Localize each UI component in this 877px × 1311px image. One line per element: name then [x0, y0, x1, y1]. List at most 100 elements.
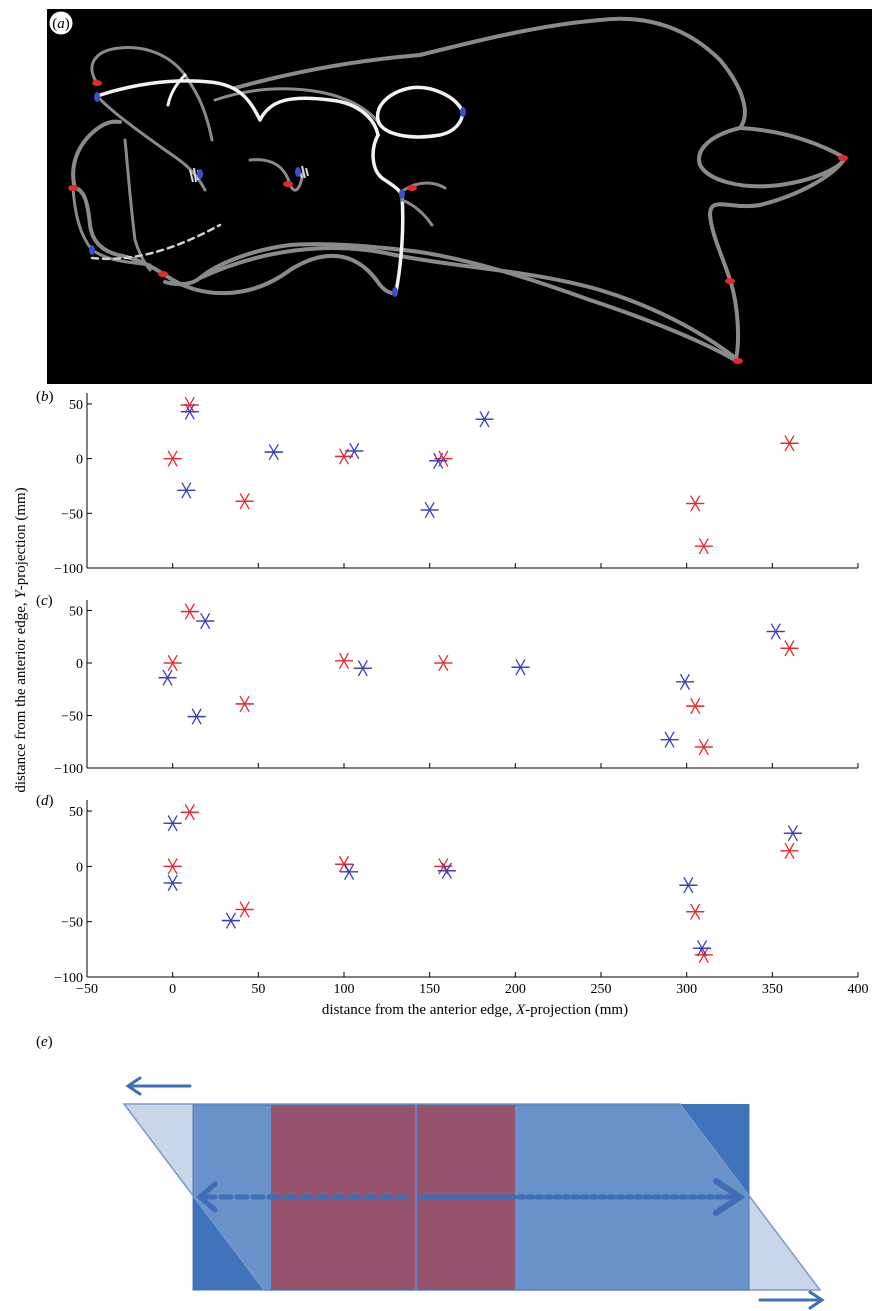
landmark-blue: [460, 107, 466, 117]
pb-point-red: [694, 538, 713, 555]
pd-y-tick-label: −50: [61, 916, 83, 931]
pd-point-blue: [437, 862, 456, 879]
pd-point-blue: [693, 940, 712, 957]
pc-point-blue: [187, 708, 206, 725]
pd-point-blue: [163, 815, 182, 832]
vessel-right-loop: [697, 126, 847, 189]
pd-point-red: [694, 946, 713, 963]
pb-point-red: [235, 493, 254, 510]
landmark-blue: [399, 189, 405, 199]
pd-point-red: [163, 858, 182, 875]
pd-y-tick-label: −100: [54, 971, 83, 986]
vessel-lower-left: [71, 119, 167, 277]
landmark-red: [407, 185, 417, 191]
vessel-bottom-arch: [163, 253, 397, 296]
vessel-left-top: [90, 45, 214, 142]
pb-point-blue: [177, 482, 196, 499]
pd-x-tick-label: 100: [334, 982, 355, 997]
pd-y-tick-label: 50: [69, 805, 83, 820]
landmark-red: [158, 271, 168, 277]
pb-y-tick-label: −100: [54, 562, 83, 577]
pc-point-red: [694, 738, 713, 756]
vessel-tracing: [71, 16, 847, 362]
vessel-left-branch: [95, 94, 207, 192]
pb-point-red: [180, 396, 199, 414]
scatter-panel-b: −100 −50 0 50: [54, 393, 859, 577]
panel-d-label: (d): [36, 793, 54, 809]
shear-arrow-top: [125, 1076, 192, 1096]
pb-point-blue: [264, 443, 283, 461]
landmark-red: [92, 80, 102, 86]
pb-point-blue: [420, 501, 439, 519]
pc-point-blue: [353, 660, 372, 677]
pc-point-blue: [158, 669, 177, 686]
pc-point-red: [434, 654, 453, 672]
pc-point-blue: [511, 659, 530, 676]
pd-x-tick-label: 350: [762, 982, 783, 997]
pc-point-red: [335, 652, 353, 670]
vessel-bottom-sweep: [198, 246, 740, 362]
landmark-red: [838, 155, 848, 161]
band-diagonal-left: [123, 1103, 265, 1291]
pb-point-blue: [180, 403, 199, 420]
image-background: [47, 9, 872, 384]
pc-y-tick-label: −100: [54, 762, 83, 777]
pb-y-tick-label: −50: [61, 507, 83, 522]
pc-point-red: [235, 695, 254, 713]
vessel-small-branch-2: [400, 198, 434, 227]
pd-x-tick-label: 0: [169, 982, 176, 997]
pd-point-blue: [163, 874, 182, 892]
landmark-blue: [295, 167, 301, 177]
vessel-bright-vertical: [371, 133, 405, 294]
pb-point-blue: [475, 411, 494, 428]
panel-a-image: (a): [47, 9, 872, 384]
pd-x-tick-label: 50: [251, 982, 265, 997]
landmark-blue: [197, 169, 203, 179]
pc-point-red: [780, 640, 799, 657]
panel-e-label: (e): [36, 1034, 53, 1050]
pd-x-tick-label: 250: [591, 982, 612, 997]
pd-point-blue: [783, 825, 802, 842]
pb-point-red: [686, 495, 705, 512]
vessel-left-vertical: [123, 138, 152, 272]
pb-point-blue: [429, 452, 448, 469]
pd-y-tick-label: 0: [76, 860, 83, 875]
landmark-blue: [89, 245, 95, 255]
pb-point-blue: [345, 442, 364, 460]
pb-y-tick-label: 0: [76, 453, 83, 468]
pb-point-red: [163, 450, 182, 467]
pd-x-tick-label: 400: [848, 982, 869, 997]
landmark-red: [725, 278, 735, 284]
pc-y-tick-label: −50: [61, 710, 83, 725]
pd-point-blue: [221, 912, 240, 929]
panel-c-label: (c): [36, 593, 53, 609]
shared-y-axis-label: distance from the anterior edge, Y-proje…: [13, 487, 29, 792]
landmark-blue: [94, 92, 100, 102]
landmark-blue: [392, 287, 398, 297]
pc-point-blue: [675, 673, 694, 691]
landmarks-blue: [89, 92, 466, 297]
pc-y-tick-label: 50: [69, 605, 83, 620]
landmark-red: [68, 185, 78, 191]
pd-point-blue: [340, 863, 359, 881]
panel-a-label: (a): [52, 16, 70, 32]
pd-point-red: [235, 901, 254, 918]
pb-y-tick-label: 50: [69, 398, 83, 413]
vessel-bright-left: [166, 73, 187, 107]
dashed-double-arrow: [196, 1178, 746, 1216]
pd-point-red: [780, 842, 799, 860]
pd-x-tick-label: 150: [419, 982, 440, 997]
band-diagonal-right: [679, 1103, 821, 1291]
pd-point-red: [686, 903, 705, 920]
shear-arrow-bottom: [758, 1290, 825, 1310]
landmark-red: [733, 358, 743, 364]
pc-point-red: [686, 697, 705, 715]
landmark-red: [283, 181, 293, 187]
x-axis-label: distance from the anterior edge, X-proje…: [322, 1002, 628, 1018]
vessel-outer-contour: [163, 16, 847, 362]
scatter-panel-c: −100 −50 0 50: [54, 600, 859, 777]
pd-x-tick-label: 200: [505, 982, 526, 997]
pb-point-red: [780, 435, 799, 452]
pd-point-blue: [679, 877, 698, 894]
